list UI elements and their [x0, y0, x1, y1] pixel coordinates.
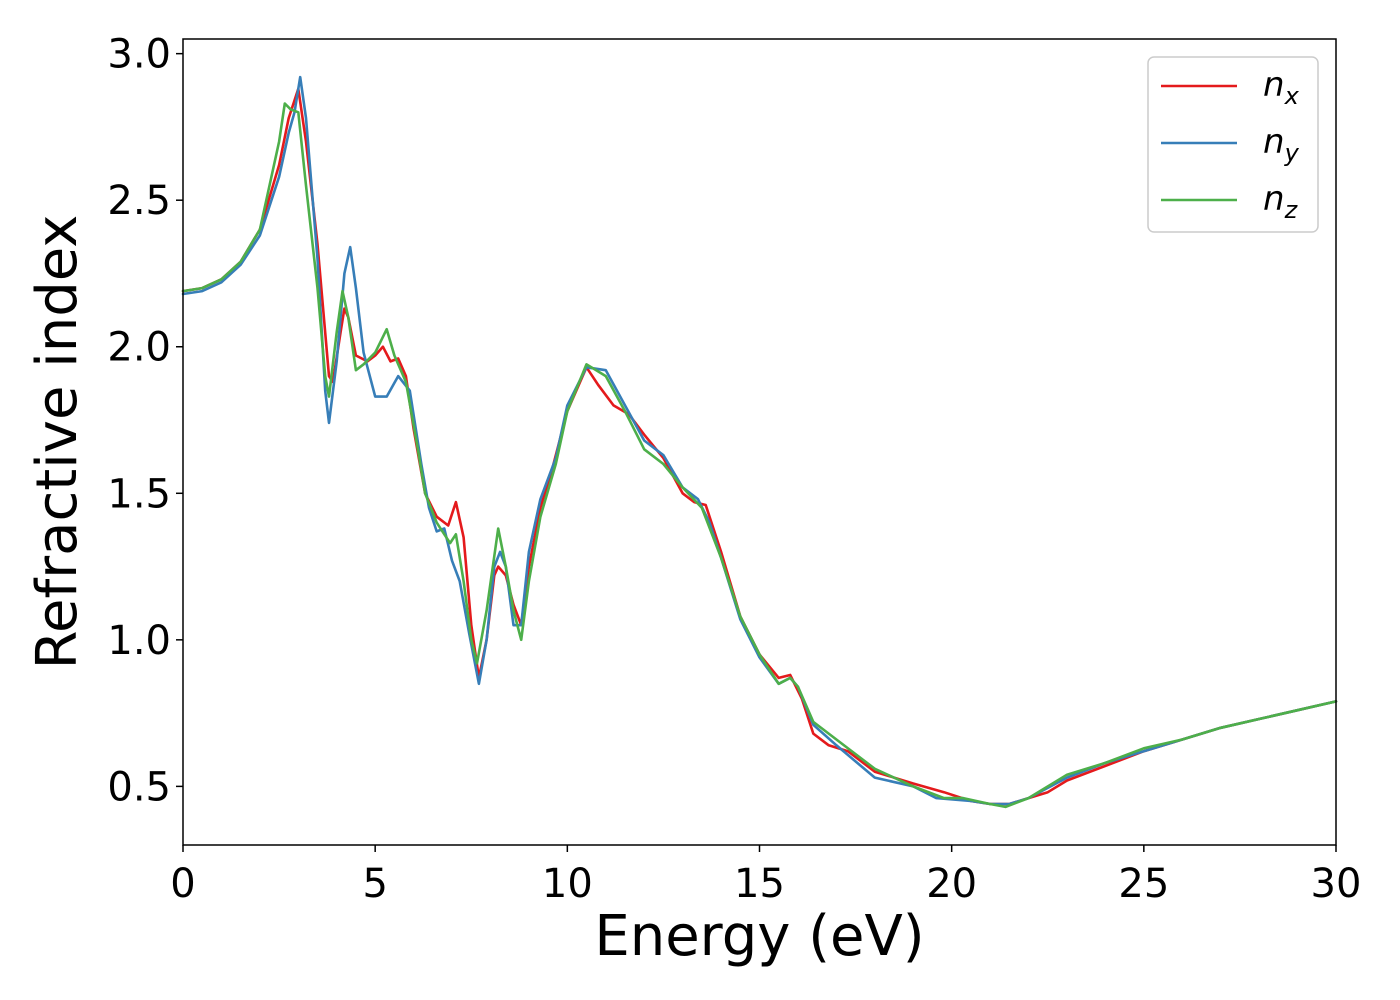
y-axis-ticks: 0.5 1.0 1.5 2.0 2.5 3.0	[107, 32, 183, 810]
y-tick-label: 3.0	[107, 32, 171, 78]
x-tick-label: 0	[170, 861, 195, 907]
y-tick-label: 0.5	[107, 764, 171, 810]
series-layer	[181, 75, 1338, 809]
y-tick-label: 2.5	[107, 178, 171, 224]
y-tick-label: 1.5	[107, 471, 171, 517]
x-tick-label: 10	[542, 861, 593, 907]
y-axis-label: Refractive index	[25, 215, 90, 670]
series-line-z	[181, 102, 1338, 809]
x-tick-label: 30	[1311, 861, 1362, 907]
x-axis-label: Energy (eV)	[594, 904, 924, 969]
x-tick-label: 15	[734, 861, 785, 907]
x-tick-label: 20	[926, 861, 977, 907]
legend-label-z: nz	[1263, 179, 1299, 224]
y-tick-label: 1.0	[107, 618, 171, 664]
x-axis-ticks: 0 5 10 15 20 25 30	[170, 845, 1361, 907]
legend: nx ny nz	[1147, 56, 1319, 233]
legend-box	[1147, 56, 1319, 233]
legend-label-x: nx	[1263, 65, 1300, 110]
x-tick-label: 5	[362, 861, 387, 907]
x-tick-label: 25	[1118, 861, 1169, 907]
legend-label-y: ny	[1263, 122, 1300, 167]
y-tick-label: 2.0	[107, 325, 171, 371]
